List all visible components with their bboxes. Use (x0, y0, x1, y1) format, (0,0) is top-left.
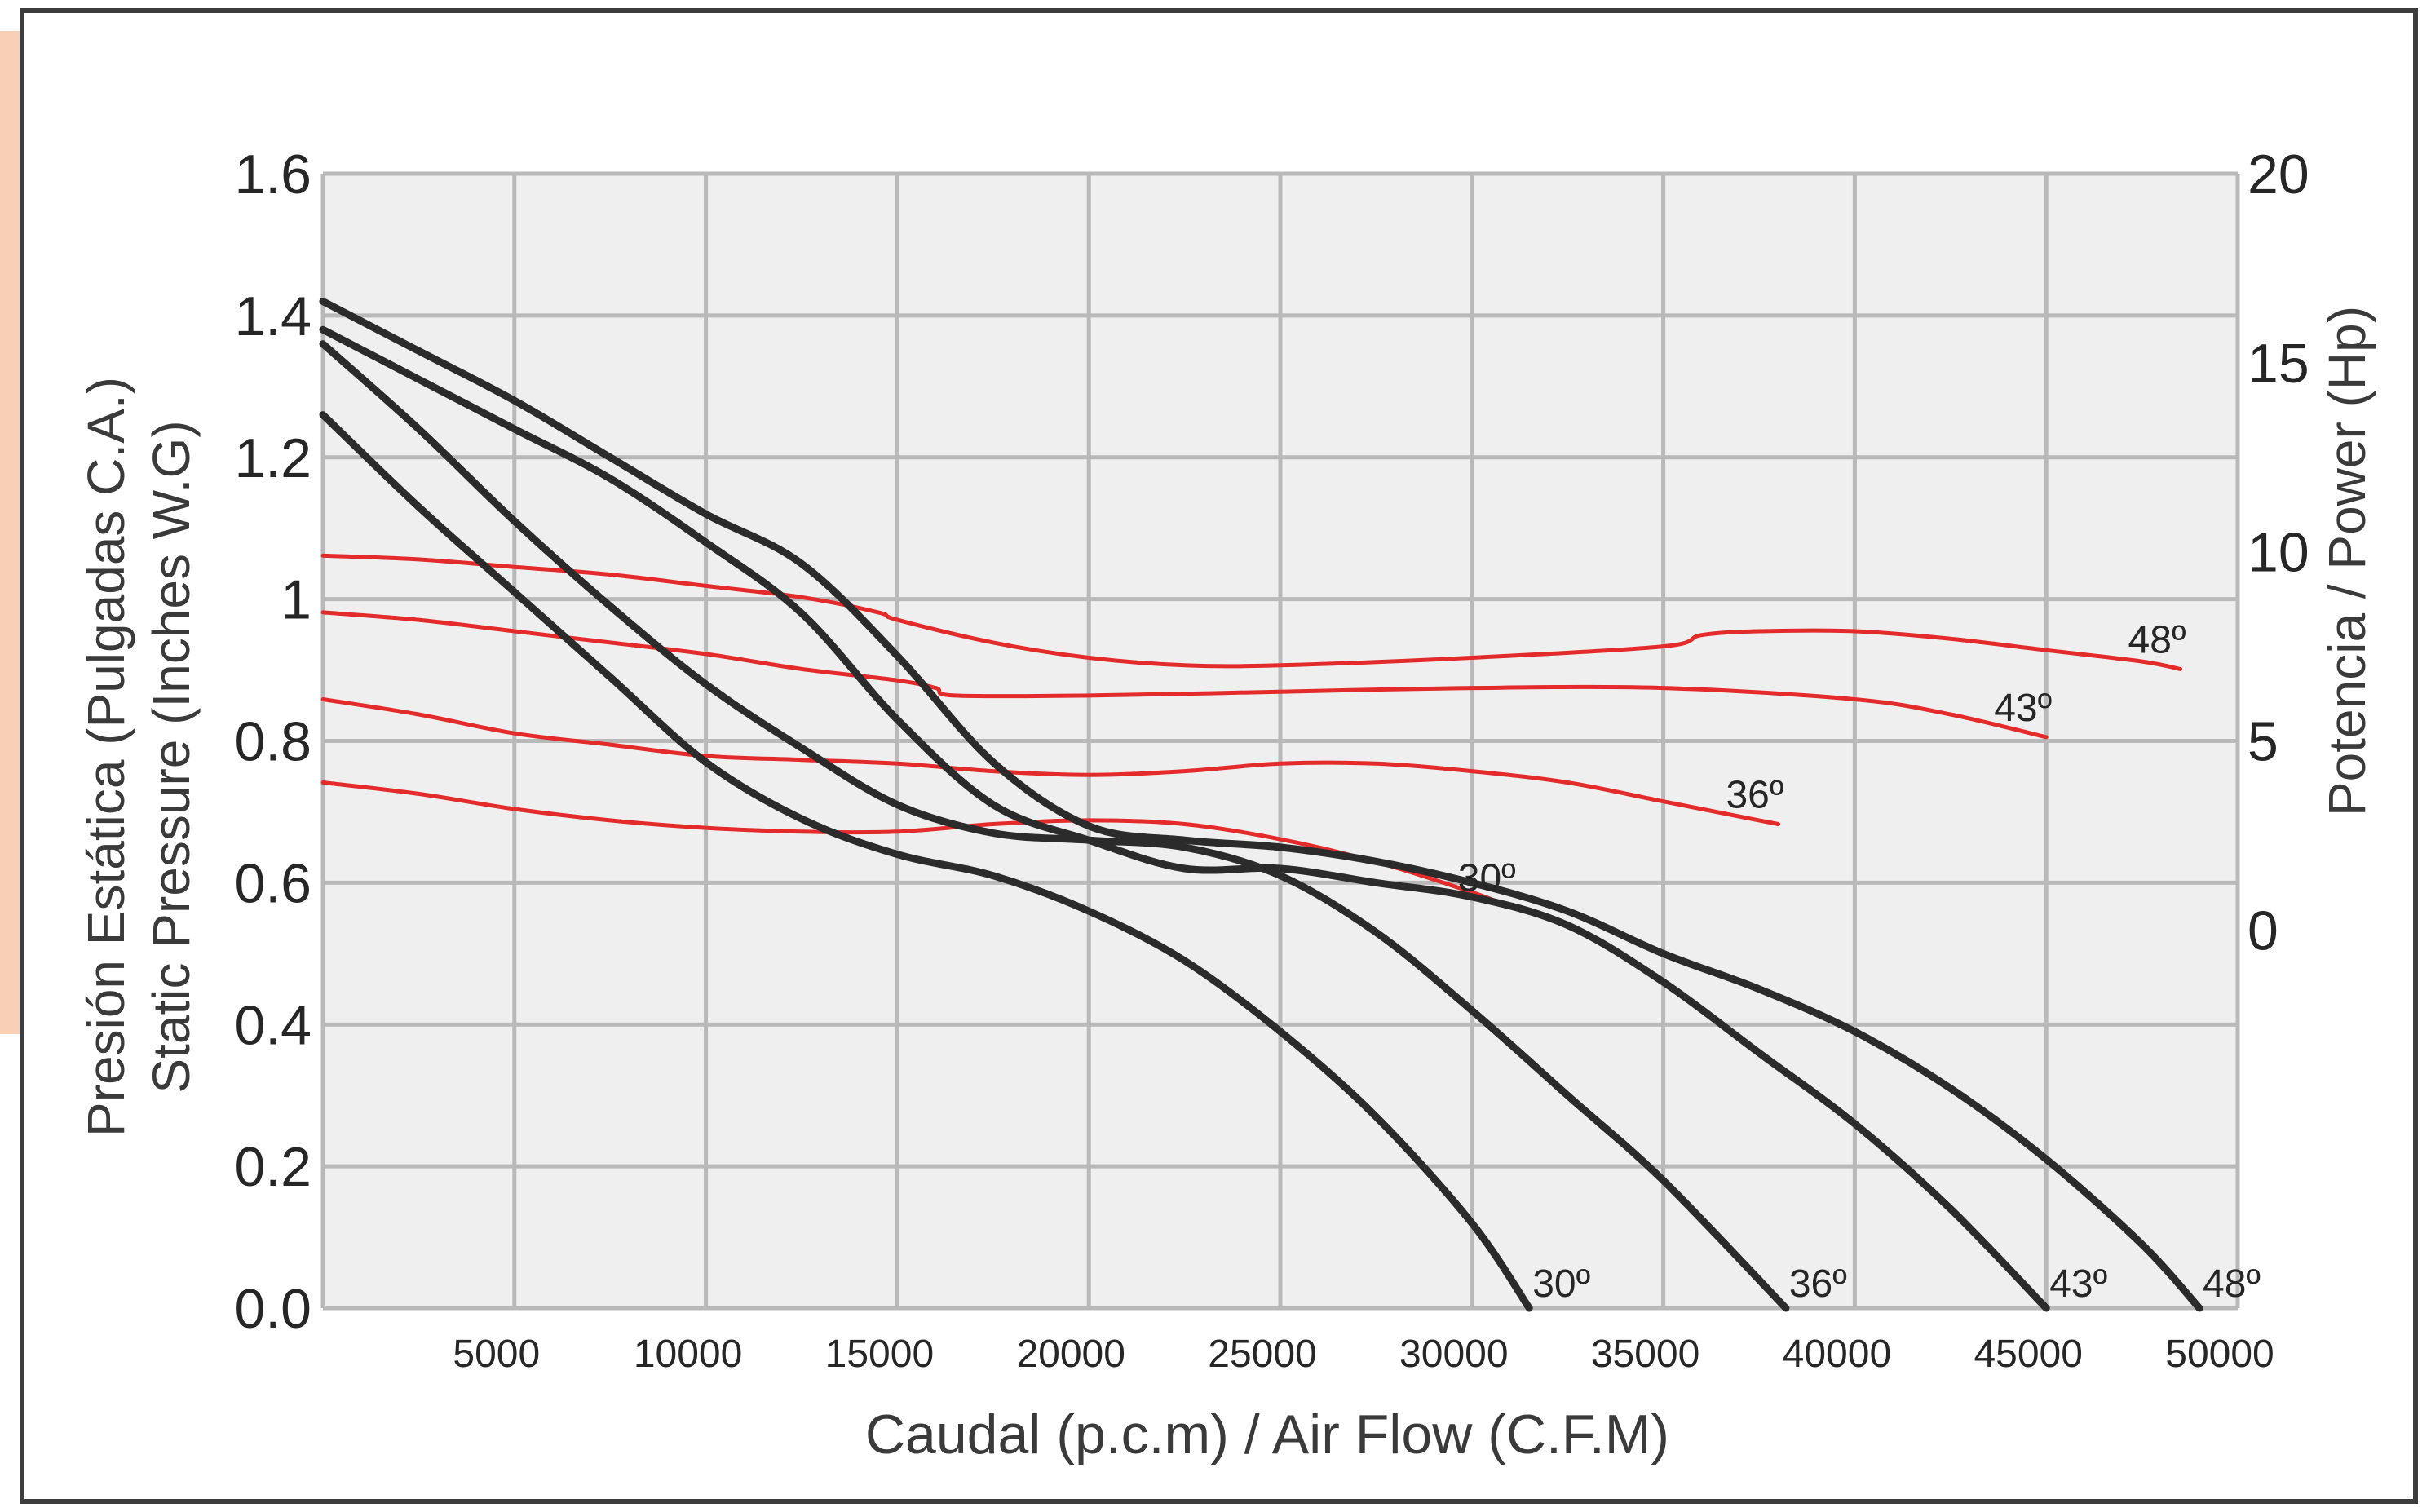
y-tick-label: 1.6 (234, 144, 312, 206)
pressure-curve-30deg (319, 411, 1533, 1312)
pressure-curve-36deg (319, 340, 1790, 1312)
pressure-curve-48deg (319, 298, 2203, 1312)
pressure-curve-43deg (319, 325, 2050, 1312)
pressure-curve-label: 43º (2049, 1262, 2107, 1306)
power-curve-36deg (320, 697, 1780, 826)
x-tick-label: 25000 (1208, 1333, 1316, 1376)
y-tick-label: 0.4 (234, 994, 312, 1056)
x-axis-title: Caudal (p.c.m) / Air Flow (C.F.M) (865, 1404, 1669, 1466)
x-tick-label: 35000 (1591, 1333, 1699, 1376)
y-tick-label: 1.4 (234, 285, 312, 347)
y-axis-title-spanish: Presión Estática (Pulgadas C.A.) (77, 377, 135, 1137)
power-curve-label: 30º (1458, 857, 1516, 900)
power-curve-label: 36º (1726, 774, 1783, 817)
power-curve-label: 48º (2128, 618, 2186, 661)
pressure-curve-label: 30º (1532, 1262, 1590, 1306)
y2-axis-title: Potencia / Power (Hp) (2318, 306, 2376, 816)
x-tick-label: 5000 (453, 1333, 540, 1376)
y-tick-label: 1 (281, 569, 312, 631)
x-tick-label: 50000 (2165, 1333, 2274, 1376)
x-tick-label: 15000 (825, 1333, 934, 1376)
y2-tick-label: 5 (2248, 711, 2279, 773)
y-tick-label: 0.8 (234, 711, 312, 773)
tick-labels: 1.6 1.4 1.2 1 0.8 0.6 0.4 0.2 0.0 20 15 10 5 0 5000 100… (234, 144, 2309, 1376)
grid (320, 171, 2240, 1311)
y2-tick-label: 0 (2248, 900, 2279, 962)
x-tick-label: 45000 (1974, 1333, 2082, 1376)
power-curve-label: 43º (1994, 687, 2052, 730)
x-tick-label: 40000 (1783, 1333, 1891, 1376)
y2-tick-label: 10 (2248, 522, 2309, 584)
y-tick-label: 0.2 (234, 1136, 312, 1198)
x-tick-label: 20000 (1016, 1333, 1125, 1376)
power-curve-43deg (320, 610, 2049, 740)
y-tick-label: 0.6 (234, 852, 312, 914)
power-curve-48deg (320, 553, 2183, 671)
x-tick-label: 10000 (634, 1333, 742, 1376)
y-tick-label: 0.0 (234, 1278, 312, 1340)
pressure-curve-label: 36º (1789, 1262, 1847, 1306)
pressure-curves (319, 298, 2203, 1312)
curve-labels: 30º 36º 43º 48º 30º 36º 43º 48º (1458, 618, 2261, 1306)
y2-tick-label: 20 (2248, 144, 2309, 206)
y-axis-title-english: Static Pressure (Inches W.G) (142, 420, 201, 1093)
pressure-curve-label: 48º (2203, 1262, 2261, 1306)
y-tick-label: 1.2 (234, 427, 312, 489)
y2-tick-label: 15 (2248, 333, 2309, 395)
x-tick-label: 30000 (1399, 1333, 1508, 1376)
side-accent-bar (0, 31, 20, 1034)
